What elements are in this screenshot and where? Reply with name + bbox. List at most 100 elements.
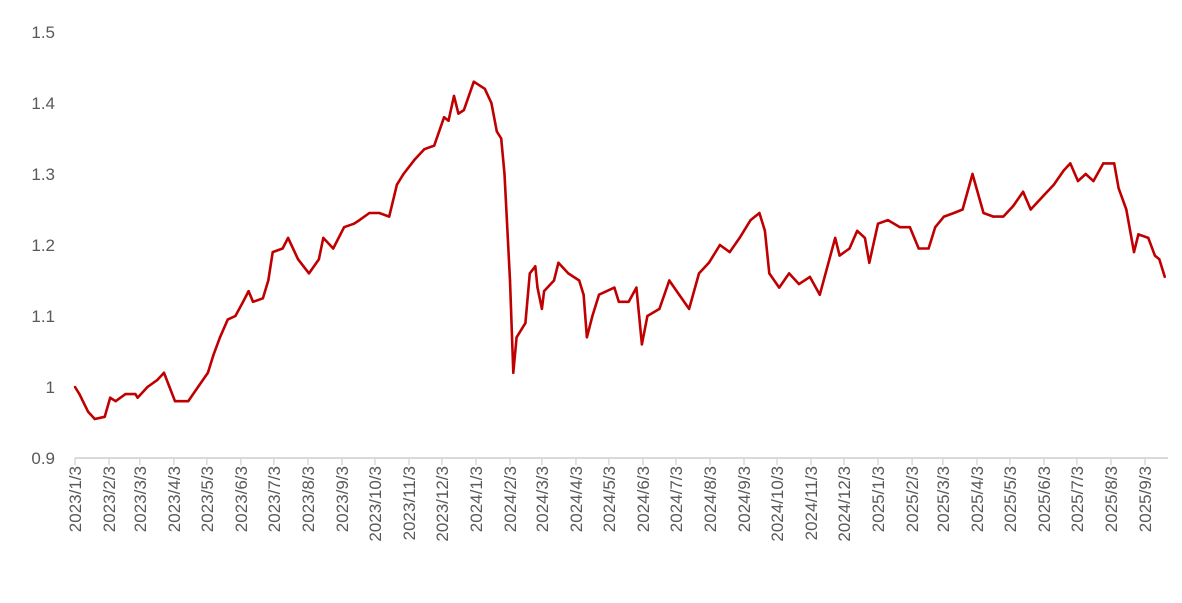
data-point — [898, 226, 902, 229]
data-point — [186, 400, 190, 403]
data-point — [495, 130, 499, 133]
data-point — [933, 226, 937, 229]
data-point — [1021, 190, 1025, 193]
data-point — [613, 286, 616, 289]
data-point — [886, 218, 890, 222]
data-point — [251, 300, 255, 303]
data-point — [1052, 183, 1056, 186]
data-point — [818, 293, 822, 296]
x-tick-label: 2024/6/3 — [634, 466, 653, 532]
data-point — [146, 385, 149, 389]
data-point — [387, 215, 391, 218]
x-tick-label: 2023/12/3 — [433, 466, 452, 542]
data-point — [927, 247, 930, 250]
x-tick-label: 2025/1/3 — [869, 466, 888, 532]
y-tick-label: 1.4 — [31, 94, 55, 113]
data-point — [1117, 187, 1120, 190]
data-point — [524, 321, 527, 325]
data-point — [536, 286, 539, 289]
y-tick-label: 1.2 — [31, 236, 55, 255]
data-point — [196, 385, 200, 389]
data-point — [1137, 233, 1140, 236]
data-point — [1158, 258, 1161, 261]
data-point — [472, 80, 475, 83]
data-point — [961, 208, 964, 211]
data-point — [552, 279, 556, 282]
data-point — [261, 297, 265, 300]
x-tick-label: 2024/9/3 — [735, 466, 754, 532]
data-point — [582, 293, 585, 296]
x-tick-label: 2024/8/3 — [701, 466, 720, 532]
data-point — [286, 236, 290, 240]
data-point — [234, 314, 237, 318]
x-tick-label: 2024/10/3 — [768, 466, 787, 542]
data-point — [591, 314, 594, 318]
data-point — [578, 279, 581, 282]
data-point — [640, 343, 644, 346]
data-point — [942, 215, 946, 218]
data-point — [1062, 169, 1065, 172]
data-point — [457, 112, 460, 115]
x-tick-label: 2023/9/3 — [333, 466, 352, 532]
data-point — [73, 385, 77, 389]
data-point — [317, 258, 321, 261]
data-point — [687, 307, 691, 311]
x-tick-label: 2025/7/3 — [1068, 466, 1087, 532]
data-point — [1153, 254, 1157, 257]
x-tick-label: 2024/4/3 — [567, 466, 586, 532]
data-point — [226, 318, 229, 321]
x-tick-label: 2025/3/3 — [934, 466, 953, 532]
data-point — [500, 137, 503, 140]
data-point — [1011, 204, 1015, 208]
data-point — [180, 400, 183, 403]
plot-area — [73, 80, 1167, 421]
data-point — [758, 211, 761, 215]
x-tick-label: 2023/11/3 — [400, 466, 419, 540]
data-point — [331, 247, 335, 250]
data-point — [876, 222, 880, 225]
data-point — [515, 336, 518, 339]
x-tick-label: 2023/10/3 — [366, 466, 385, 542]
data-point — [134, 392, 137, 396]
x-tick-label: 2023/1/3 — [66, 466, 85, 532]
data-point — [1002, 215, 1005, 218]
data-point — [763, 229, 767, 232]
data-point — [358, 218, 361, 222]
data-point — [86, 410, 90, 414]
data-point — [678, 293, 681, 296]
x-tick-label: 2023/5/3 — [198, 466, 217, 532]
data-point — [707, 261, 711, 264]
data-point — [452, 94, 456, 98]
data-point — [567, 272, 570, 275]
x-tick-label: 2025/9/3 — [1136, 466, 1155, 532]
data-point — [218, 336, 222, 339]
data-point — [352, 222, 356, 225]
data-point — [597, 293, 601, 296]
data-point — [908, 226, 912, 229]
y-tick-label: 1.3 — [31, 165, 55, 184]
x-tick-label: 2023/6/3 — [232, 466, 251, 532]
data-point — [668, 279, 671, 282]
data-point — [78, 392, 81, 396]
x-tick-label: 2024/1/3 — [467, 466, 486, 532]
data-point — [271, 250, 274, 254]
data-point — [368, 211, 371, 215]
x-tick-label: 2024/3/3 — [533, 466, 552, 532]
data-point — [442, 116, 446, 119]
data-point — [787, 272, 791, 275]
data-point — [557, 261, 560, 264]
data-point — [114, 400, 117, 403]
data-point — [296, 258, 300, 261]
data-point — [108, 396, 112, 399]
x-tick-label: 2024/2/3 — [501, 466, 520, 532]
data-point — [635, 286, 638, 289]
data-point — [917, 247, 920, 250]
data-point — [834, 236, 837, 240]
data-point — [433, 144, 436, 147]
data-point — [1042, 194, 1046, 197]
data-point — [173, 400, 177, 403]
series-line — [73, 80, 1167, 421]
data-point — [528, 272, 532, 275]
data-point — [307, 272, 311, 275]
